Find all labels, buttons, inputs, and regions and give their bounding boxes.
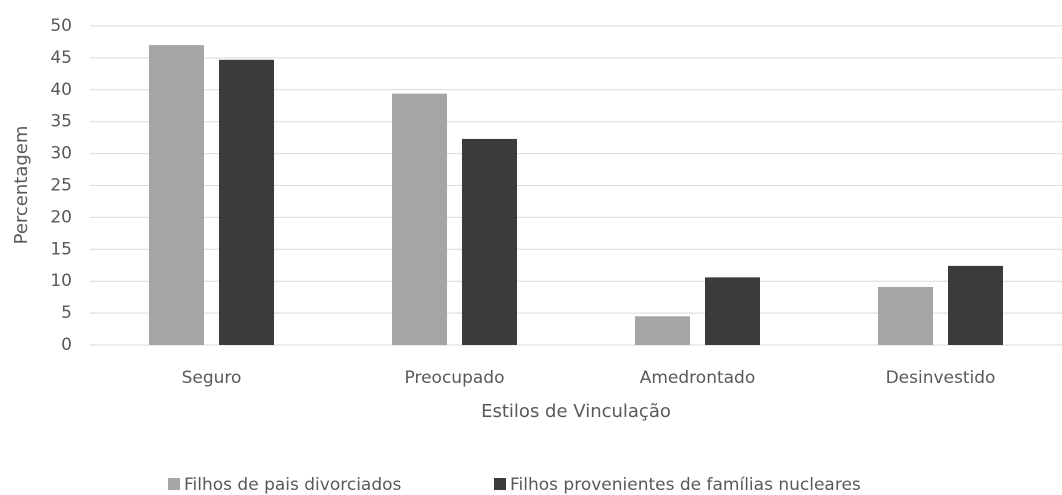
y-tick-label: 20 (50, 207, 72, 227)
x-tick-label: Seguro (182, 368, 242, 388)
y-tick-label: 30 (50, 144, 72, 164)
y-tick-label: 50 (50, 16, 72, 36)
y-tick-label: 10 (50, 271, 72, 291)
x-tick-label: Preocupado (405, 368, 505, 388)
bar (219, 59, 274, 346)
x-tick-label: Amedrontado (640, 368, 756, 388)
bar (635, 316, 690, 345)
y-tick-label: 25 (50, 176, 72, 196)
y-tick-label: 35 (50, 112, 72, 132)
x-tick-label: Desinvestido (886, 368, 996, 388)
bar (878, 286, 933, 345)
legend-swatch (494, 478, 506, 490)
legend-label: Filhos provenientes de famílias nucleare… (510, 475, 861, 495)
legend-label: Filhos de pais divorciados (184, 475, 402, 495)
bar (948, 265, 1003, 345)
legend-swatch (168, 478, 180, 490)
y-tick-label: 15 (50, 239, 72, 259)
bar (149, 45, 204, 345)
y-axis-title: Percentagem (11, 126, 32, 245)
bar (462, 138, 517, 345)
x-axis-title: Estilos de Vinculação (481, 401, 671, 422)
bar (392, 93, 447, 346)
y-tick-label: 5 (61, 303, 72, 323)
y-tick-label: 45 (50, 48, 72, 68)
bar (705, 277, 760, 345)
y-tick-label: 40 (50, 80, 72, 100)
y-tick-label: 0 (61, 335, 72, 355)
